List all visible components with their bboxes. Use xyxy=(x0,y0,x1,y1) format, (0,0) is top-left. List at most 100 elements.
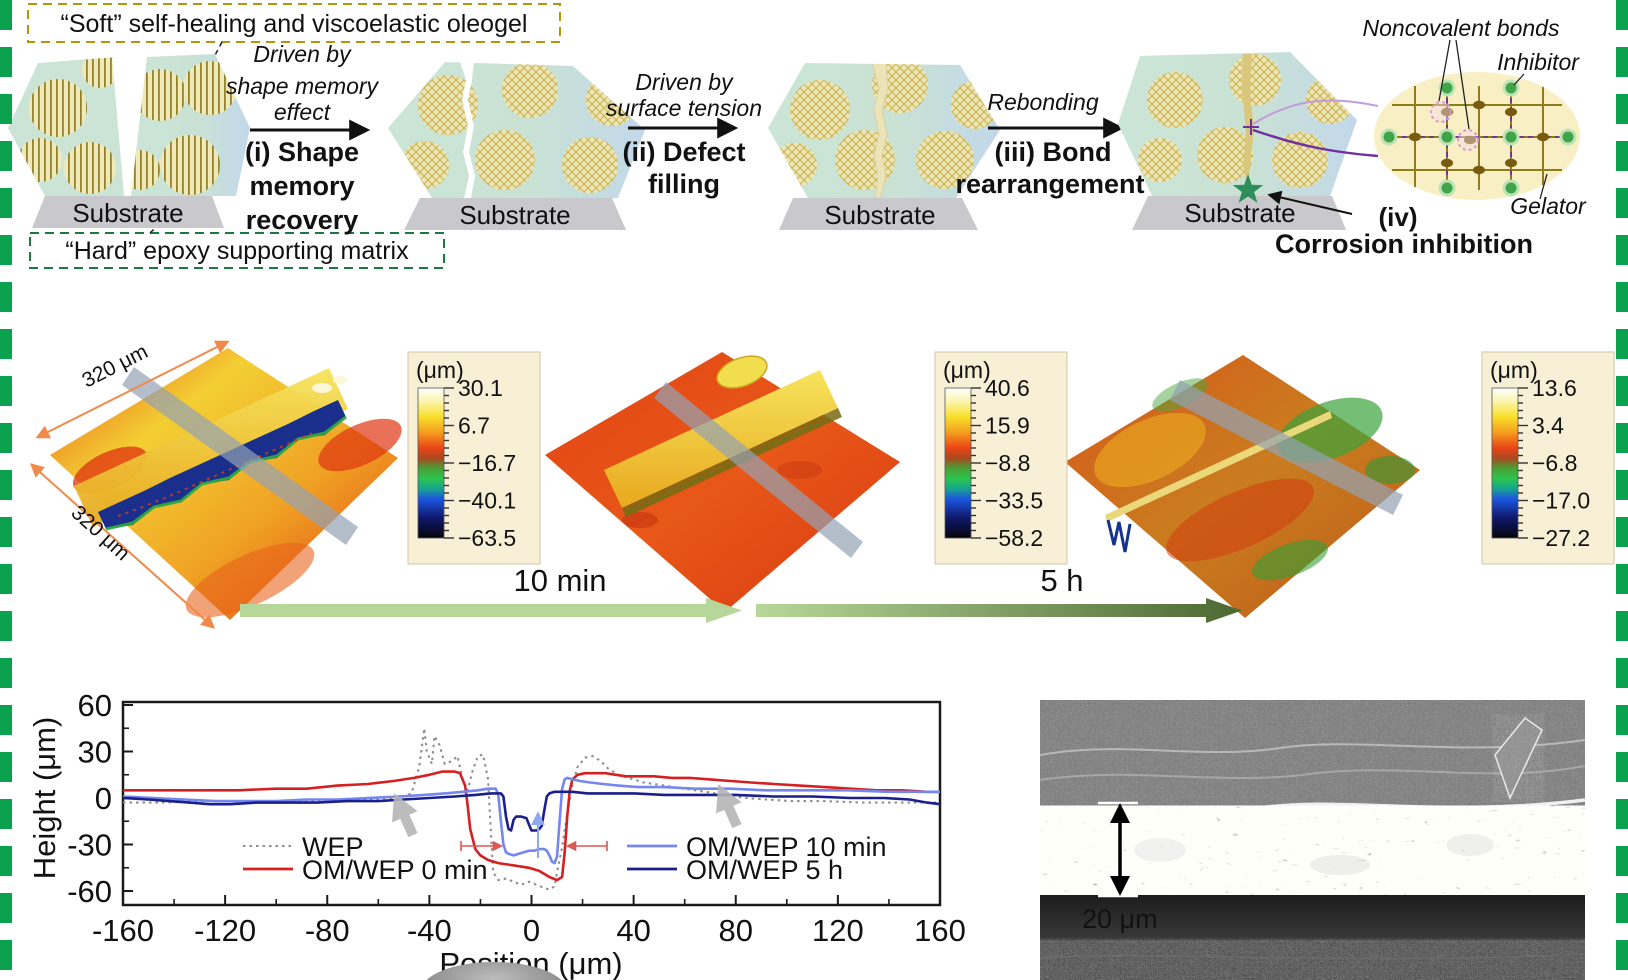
colorbar-gradient xyxy=(417,387,445,539)
colorbar-tick-label: −27.2 xyxy=(1532,525,1590,551)
sem-scale-annotation: 20 μm xyxy=(1082,801,1158,934)
colorbar-tick-label: 3.4 xyxy=(1532,413,1564,439)
recovery-arrow-right xyxy=(716,784,742,829)
recovery-arrow-left xyxy=(392,793,418,838)
zoom-callout-line-lower xyxy=(1252,128,1379,158)
substrate-label-1: Substrate xyxy=(72,198,183,228)
colorbars: (μm)30.16.7−16.7−40.1−63.5(μm)40.615.9−8… xyxy=(407,351,1615,565)
topography-plot-scratched: 320 μm 320 μm xyxy=(29,340,402,629)
x-tick-label: -160 xyxy=(92,913,154,948)
colorbar-tick-label: −17.0 xyxy=(1532,488,1590,514)
x-tick-label: -120 xyxy=(194,913,256,948)
x-tick-label: 120 xyxy=(812,913,864,948)
colorbar-tick-label: −63.5 xyxy=(458,525,516,551)
series-wep xyxy=(123,727,940,891)
colorbar-3: (μm)13.6 3.4 −6.8 −17.0 −27.2 xyxy=(1481,351,1615,565)
legend-label: OM/WEP 5 h xyxy=(686,855,843,885)
step-bond-rearrangement: Rebonding (iii) Bond rearrangement xyxy=(955,89,1144,199)
colorbar-gradient xyxy=(1491,387,1519,539)
colorbar-tick-label: 13.6 xyxy=(1532,375,1577,401)
series-om-wep-0-min xyxy=(123,770,940,882)
bond-site-marker xyxy=(1243,119,1259,135)
coating-panel-healed: Substrate xyxy=(1118,52,1357,230)
substrate-label-2: Substrate xyxy=(459,200,570,230)
step4-iv-label: (iv) xyxy=(1379,202,1418,232)
chart-plot-area: -160 -120 -80 -40 0 40 80 120 16060300-30-60WEPO… xyxy=(67,688,966,948)
colorbar-unit: (μm) xyxy=(1490,357,1538,383)
step1-driver-line3: effect xyxy=(274,99,332,125)
x-tick-label: 40 xyxy=(616,913,650,948)
topography-plot-5h xyxy=(1065,355,1420,618)
x-tick-label: 80 xyxy=(719,913,753,948)
step3-name-line2: rearrangement xyxy=(955,169,1144,199)
size-arrow-top xyxy=(35,340,230,439)
topography-row: 320 μm 320 μm (μm)30. xyxy=(29,340,1615,629)
noncovalent-bonds-label: Noncovalent bonds xyxy=(1363,15,1560,41)
sem-cross-section-image: 20 μm xyxy=(1040,700,1585,980)
hard-epoxy-label: “Hard” epoxy supporting matrix xyxy=(65,237,409,265)
colorbar-tick-label: −8.8 xyxy=(985,450,1030,476)
colorbar-tick-label: −58.2 xyxy=(985,525,1043,551)
series-om-wep-10-min xyxy=(122,776,940,865)
x-tick-label: -80 xyxy=(305,913,350,948)
sem-surface-flake xyxy=(1494,716,1543,800)
size-arrow-left xyxy=(29,463,216,629)
step-shape-memory-recovery: Driven by shape memory effect (i) Shape … xyxy=(226,41,380,235)
legend-label: OM/WEP 0 min xyxy=(302,855,488,885)
timeline-arrow-10min xyxy=(240,598,742,623)
coating-panel-cracked: Substrate xyxy=(8,54,250,228)
x-tick-label: 0 xyxy=(523,913,540,948)
substrate-label-4: Substrate xyxy=(1184,198,1295,228)
colorbar-1: (μm)30.1 6.7 −16.7 −40.1 −63.5 xyxy=(407,351,541,565)
step2-name-line1: (ii) Defect xyxy=(622,137,745,167)
colorbar-tick-label: 40.6 xyxy=(985,375,1030,401)
colorbar-gradient xyxy=(944,387,972,539)
colorbar-tick-label: −33.5 xyxy=(985,488,1043,514)
timeline-arrow-5h xyxy=(756,598,1242,623)
noncovalent-pointer-lines xyxy=(1438,39,1470,130)
colorbar-2: (μm)40.6 15.9 −8.8 −33.5 −58.2 xyxy=(934,351,1068,565)
x-tick-label: -40 xyxy=(407,913,452,948)
topography-plot-10min xyxy=(545,352,900,612)
soft-oleogel-label: “Soft” self-healing and viscoelastic ole… xyxy=(61,10,528,38)
cropped-image-fragment xyxy=(426,962,562,980)
coating-panel-filled: Substrate xyxy=(768,63,1000,230)
height-profile-chart: -160 -120 -80 -40 0 40 80 120 16060300-30-60WEPO… xyxy=(27,688,966,980)
legend-label: OM/WEP 10 min xyxy=(686,832,887,862)
colorbar-tick-label: 30.1 xyxy=(458,375,503,401)
coating-panel-recovered: Substrate xyxy=(388,62,645,230)
step-corrosion-inhibition: (iv) Corrosion inhibition xyxy=(1267,190,1533,259)
colorbar-tick-label: −16.7 xyxy=(458,450,516,476)
timeline-label-5h: 5 h xyxy=(1040,563,1083,598)
colorbar-unit: (μm) xyxy=(943,357,991,383)
step4-name: Corrosion inhibition xyxy=(1275,229,1533,259)
y-tick-label: 0 xyxy=(95,781,112,816)
gelator-pointer-line xyxy=(1539,173,1548,200)
noncovalent-highlight-1 xyxy=(1430,101,1452,123)
x-tick-label: 160 xyxy=(914,913,966,948)
legend-label: WEP xyxy=(302,832,364,862)
step3-name-line1: (iii) Bond xyxy=(995,137,1112,167)
y-tick-label: -30 xyxy=(67,828,112,863)
timeline-label-10min: 10 min xyxy=(513,563,606,598)
step4-arrow xyxy=(1267,190,1353,215)
sem-coating-band xyxy=(1040,810,1585,895)
zoom-callout-line-upper xyxy=(1252,99,1379,125)
chart-annotations xyxy=(392,784,742,858)
inhibitor-pointer-line xyxy=(1513,73,1525,86)
step2-name-line2: filling xyxy=(648,169,720,199)
cross-section-band-2 xyxy=(654,382,863,558)
colorbar-tick-label: −6.8 xyxy=(1532,450,1577,476)
step1-name-line2: memory xyxy=(249,171,354,201)
step1-driver-line1: Driven by xyxy=(253,41,352,67)
step2-driver-line1: Driven by xyxy=(635,69,734,95)
step1-name-line3: recovery xyxy=(246,205,359,235)
gelator-nodes xyxy=(1409,100,1549,175)
y-tick-label: 30 xyxy=(78,735,112,770)
inhibitor-label: Inhibitor xyxy=(1497,49,1580,75)
step1-name-line1: (i) Shape xyxy=(245,137,359,167)
colorbar-tick-label: 6.7 xyxy=(458,413,490,439)
cross-section-band-3 xyxy=(1170,380,1403,515)
